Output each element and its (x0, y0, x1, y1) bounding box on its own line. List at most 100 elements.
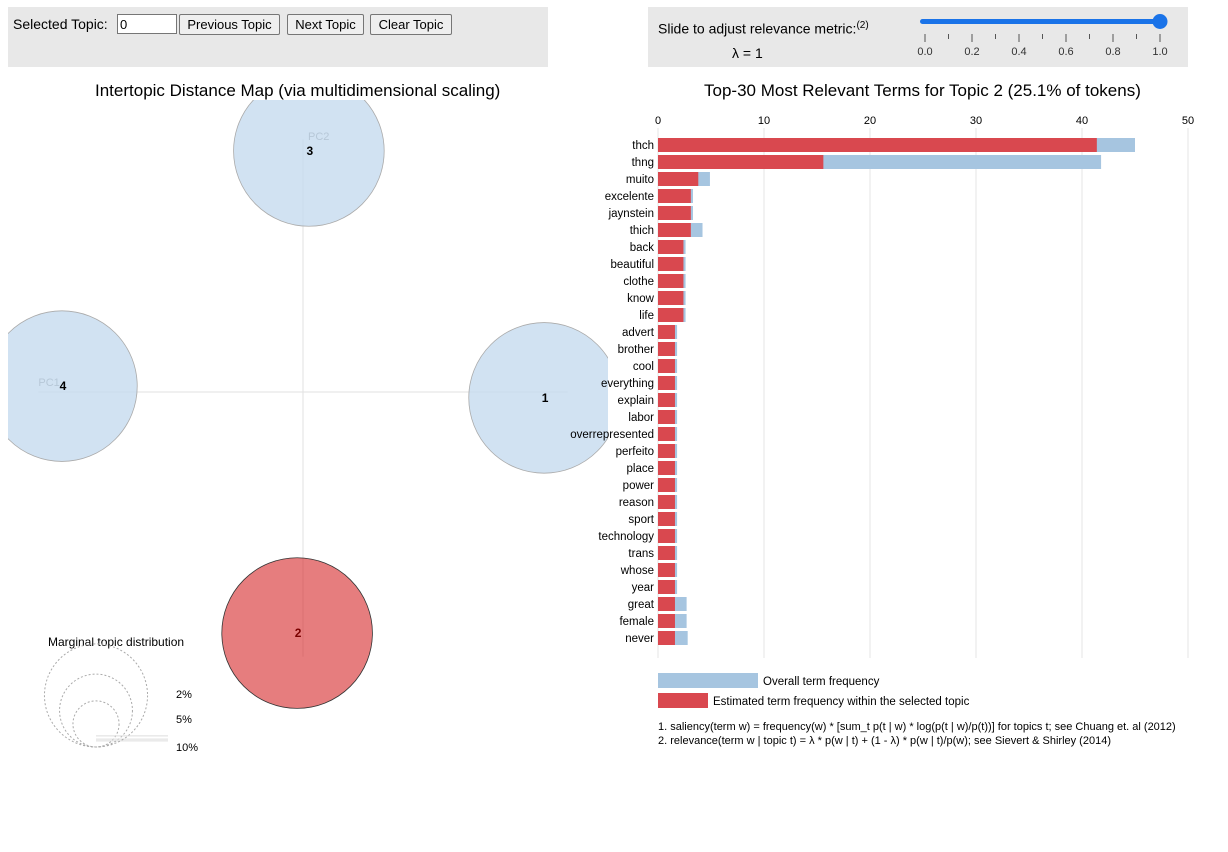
topic-circle-1[interactable] (468, 322, 608, 474)
term-label-sport[interactable]: sport (628, 514, 654, 526)
footnote-2: 2. relevance(term w | topic t) = λ * p(w… (658, 735, 1111, 747)
bar-topic-life[interactable] (658, 308, 684, 322)
bar-topic-back[interactable] (658, 240, 684, 254)
size-legend-label: 10% (176, 742, 198, 754)
slider-tick-label: 0.4 (1011, 46, 1026, 58)
next-topic-button[interactable]: Next Topic (287, 14, 364, 35)
slider-thumb[interactable] (1152, 14, 1168, 29)
term-label-thng[interactable]: thng (632, 157, 654, 169)
lambda-slider[interactable]: 0.0 0.2 0.4 0.6 0.8 1.0 (910, 7, 1188, 67)
x-tick-label: 0 (655, 115, 661, 127)
term-label-excelente[interactable]: excelente (605, 191, 654, 203)
term-label-thch[interactable]: thch (632, 140, 654, 152)
bar-topic-year[interactable] (658, 580, 675, 594)
bar-topic-overrepresented[interactable] (658, 427, 675, 441)
bar-topic-explain[interactable] (658, 393, 675, 407)
bar-topic-muito[interactable] (658, 172, 699, 186)
bar-topic-great[interactable] (658, 597, 675, 611)
bar-topic-technology[interactable] (658, 529, 675, 543)
bar-topic-beautiful[interactable] (658, 257, 684, 271)
bar-topic-labor[interactable] (658, 410, 675, 424)
topic-label-1[interactable]: 1 (542, 391, 549, 405)
term-label-beautiful[interactable]: beautiful (611, 259, 654, 271)
term-label-perfeito[interactable]: perfeito (616, 446, 654, 458)
x-tick-label: 10 (758, 115, 770, 127)
topic-circle-4[interactable] (8, 310, 138, 462)
x-tick-label: 40 (1076, 115, 1088, 127)
bar-topic-thch[interactable] (658, 138, 1097, 152)
bar-topic-excelente[interactable] (658, 189, 691, 203)
term-label-female[interactable]: female (619, 616, 654, 628)
lambda-footnote-ref: (2) (856, 20, 869, 31)
bar-topic-place[interactable] (658, 461, 675, 475)
bar-topic-thng[interactable] (658, 155, 824, 169)
term-label-brother[interactable]: brother (618, 344, 655, 356)
size-legend-label: 2% (176, 689, 192, 701)
lambda-label-text: Slide to adjust relevance metric: (658, 20, 857, 37)
bar-topic-whose[interactable] (658, 563, 675, 577)
term-label-labor[interactable]: labor (628, 412, 654, 424)
term-label-power[interactable]: power (623, 480, 654, 492)
slider-tick-label: 1.0 (1152, 46, 1167, 58)
bar-topic-know[interactable] (658, 291, 684, 305)
term-label-never[interactable]: never (625, 633, 654, 645)
term-label-know[interactable]: know (627, 293, 655, 305)
topic-label-3[interactable]: 3 (307, 144, 314, 158)
bar-topic-clothe[interactable] (658, 274, 684, 288)
term-label-thich[interactable]: thich (630, 225, 654, 237)
intertopic-map-title: Intertopic Distance Map (via multidimens… (95, 81, 501, 100)
x-tick-label: 50 (1182, 115, 1194, 127)
selected-topic-input[interactable] (117, 14, 177, 34)
topic-circle-3[interactable] (233, 100, 385, 227)
slider-tick-label: 0.0 (917, 46, 932, 58)
term-label-clothe[interactable]: clothe (623, 276, 654, 288)
term-label-muito[interactable]: muito (626, 174, 654, 186)
bar-topic-brother[interactable] (658, 342, 675, 356)
term-label-reason[interactable]: reason (619, 497, 654, 509)
term-label-year[interactable]: year (632, 582, 655, 594)
relevant-terms-bar-chart: 0 10 20 30 40 50 thch thng muito excelente jaynste… (570, 115, 1194, 747)
term-label-advert[interactable]: advert (622, 327, 655, 339)
bar-topic-female[interactable] (658, 614, 675, 628)
size-legend-circle (72, 700, 120, 748)
slider-tick-label: 0.2 (964, 46, 979, 58)
bar-topic-advert[interactable] (658, 325, 675, 339)
term-label-great[interactable]: great (628, 599, 655, 611)
bar-topic-never[interactable] (658, 631, 675, 645)
bar-topic-sport[interactable] (658, 512, 675, 526)
lambda-value: λ = 1 (732, 45, 763, 61)
legend-topic-label: Estimated term frequency within the sele… (713, 696, 970, 708)
term-label-everything[interactable]: everything (601, 378, 654, 390)
x-tick-label: 30 (970, 115, 982, 127)
slider-axis: 0.0 0.2 0.4 0.6 0.8 1.0 (917, 34, 1168, 58)
topic-label-4[interactable]: 4 (60, 379, 67, 393)
size-legend-label: 5% (176, 714, 192, 726)
x-tick-label: 20 (864, 115, 876, 127)
topic-circle-2[interactable] (221, 557, 373, 709)
term-label-cool[interactable]: cool (633, 361, 654, 373)
clear-topic-button[interactable]: Clear Topic (370, 14, 452, 35)
lambda-label: Slide to adjust relevance metric:(2) (658, 20, 869, 37)
term-label-trans[interactable]: trans (628, 548, 654, 560)
bar-topic-jaynstein[interactable] (658, 206, 691, 220)
term-label-place[interactable]: place (627, 463, 655, 475)
term-label-back[interactable]: back (630, 242, 655, 254)
topic-label-2[interactable]: 2 (295, 626, 302, 640)
slider-track[interactable] (920, 19, 1160, 24)
bar-topic-perfeito[interactable] (658, 444, 675, 458)
term-label-technology[interactable]: technology (598, 531, 654, 543)
bar-topic-everything[interactable] (658, 376, 675, 390)
slider-tick-label: 0.8 (1105, 46, 1120, 58)
term-label-explain[interactable]: explain (618, 395, 654, 407)
bar-topic-cool[interactable] (658, 359, 675, 373)
previous-topic-button[interactable]: Previous Topic (179, 14, 280, 35)
bar-topic-trans[interactable] (658, 546, 675, 560)
term-label-whose[interactable]: whose (620, 565, 654, 577)
bar-topic-thich[interactable] (658, 223, 691, 237)
term-label-life[interactable]: life (639, 310, 654, 322)
bar-topic-reason[interactable] (658, 495, 675, 509)
term-label-overrepresented[interactable]: overrepresented (570, 429, 654, 441)
term-label-jaynstein[interactable]: jaynstein (608, 208, 654, 220)
topic-control-panel: Selected Topic: Previous Topic Next Topi… (8, 7, 548, 67)
bar-topic-power[interactable] (658, 478, 675, 492)
